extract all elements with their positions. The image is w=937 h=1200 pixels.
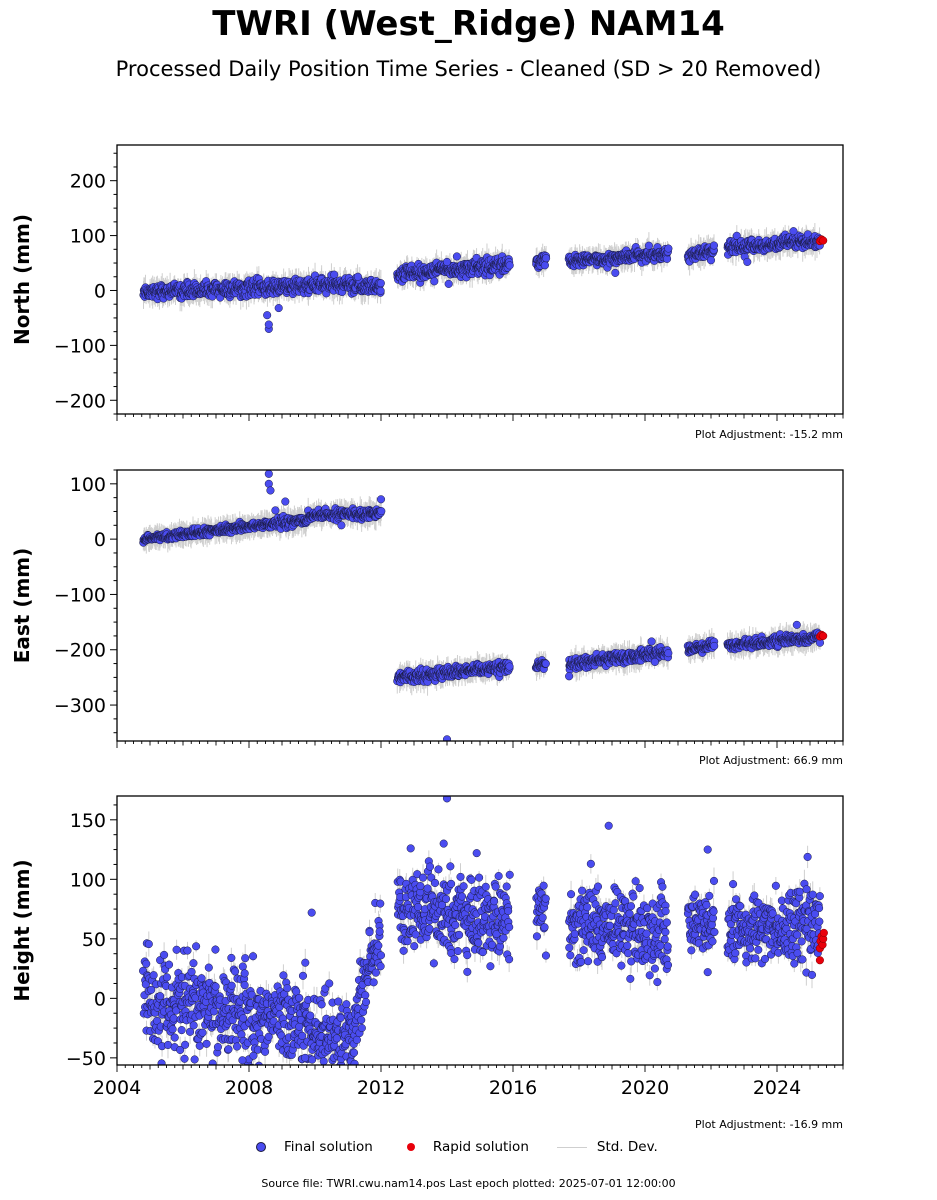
final-solution-point <box>430 277 439 286</box>
y-tick-label: 100 <box>70 226 106 248</box>
y-tick-label: −200 <box>54 390 106 412</box>
final-solution-point <box>743 257 752 266</box>
y-tick-label: 0 <box>94 280 106 302</box>
final-solution-point <box>330 270 339 279</box>
final-solution-points <box>139 227 828 333</box>
final-solution-point <box>442 257 452 266</box>
y-tick-label: 200 <box>70 171 106 193</box>
final-solution-point <box>263 311 272 320</box>
final-solution-point <box>706 256 716 265</box>
data-points <box>139 223 828 333</box>
final-solution-point <box>376 279 385 288</box>
chart-title: TWRI (West_Ridge) NAM14 <box>212 4 725 44</box>
final-solution-point <box>644 241 653 250</box>
rapid-solution-point <box>819 236 828 245</box>
final-solution-point <box>540 261 549 270</box>
final-solution-point <box>611 268 620 277</box>
final-solution-points <box>139 470 828 741</box>
final-solution-point <box>353 272 362 281</box>
final-solution-point <box>376 286 385 295</box>
final-solution-point <box>709 241 719 250</box>
final-solution-point <box>505 261 514 270</box>
y-axis-label: North (mm) <box>10 214 34 345</box>
final-solution-point <box>444 279 453 288</box>
final-solution-point <box>732 231 741 240</box>
y-tick-label: −100 <box>54 335 106 357</box>
data-points <box>139 470 828 741</box>
final-solution-point <box>264 320 273 329</box>
final-solution-point <box>274 303 283 313</box>
final-solution-point <box>664 244 673 253</box>
chart-subtitle: Processed Daily Position Time Series - C… <box>115 57 822 81</box>
final-solution-point <box>452 252 461 261</box>
panel-0: −200 −100 0 100 200 North (mm) <box>10 144 844 421</box>
final-solution-point <box>789 227 798 236</box>
final-solution-point <box>542 254 551 263</box>
